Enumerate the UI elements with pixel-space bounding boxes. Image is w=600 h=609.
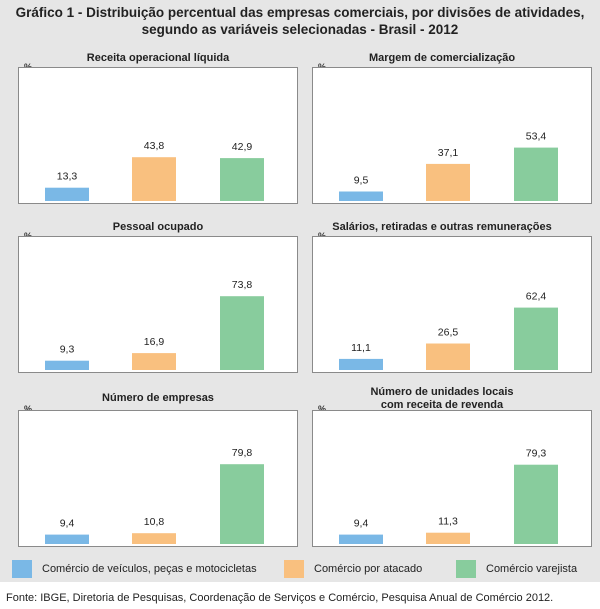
- bar-chart-svg: 9,3 16,9 73,8: [45, 279, 264, 370]
- bar-value-label-varejo: 73,8: [232, 279, 253, 291]
- legend-item-atacado: Comércio por atacado: [284, 556, 422, 582]
- bar-varejo: [220, 464, 264, 544]
- panel-title-receita: Receita operacional líquida: [86, 52, 230, 64]
- bar-atacado: [426, 532, 470, 544]
- bar-value-label-varejo: 79,3: [526, 448, 547, 460]
- bar-atacado: [132, 353, 176, 370]
- figure-title-line2: segundo as variáveis selecionadas - Bras…: [141, 22, 459, 37]
- bar-value-label-atacado: 43,8: [144, 140, 165, 152]
- bar-atacado: [132, 157, 176, 201]
- bar-value-label-varejo: 42,9: [232, 141, 253, 153]
- bar-atacado: [426, 343, 470, 370]
- bar-veiculos: [45, 360, 89, 370]
- bar-value-label-atacado: 37,1: [438, 147, 459, 159]
- bar-value-label-veiculos: 9,5: [354, 175, 369, 187]
- panel-title-salarios: Salários, retiradas e outras remuneraçõe…: [332, 221, 552, 233]
- legend-item-varejo: Comércio varejista: [456, 556, 577, 582]
- bar-varejo: [514, 147, 558, 201]
- bar-varejo: [220, 296, 264, 370]
- figure-background: Gráfico 1 - Distribuição percentual das …: [0, 0, 600, 582]
- bar-varejo: [220, 158, 264, 201]
- bar-chart-svg: 9,4 10,8 79,8: [45, 447, 264, 544]
- chart-panel-receita: 13,3 43,8 42,9: [18, 67, 298, 204]
- panel-title-unidades-line1: Número de unidades locais: [370, 386, 514, 398]
- bar-chart-svg: 11,1 26,5 62,4: [339, 291, 558, 370]
- bar-value-label-atacado: 10,8: [144, 516, 165, 528]
- chart-panel-empresas: 9,4 10,8 79,8: [18, 410, 298, 547]
- chart-panel-pessoal: 9,3 16,9 73,8: [18, 236, 298, 373]
- bar-value-label-veiculos: 9,4: [354, 518, 369, 530]
- figure-title: Gráfico 1 - Distribuição percentual das …: [6, 4, 594, 38]
- legend: Comércio de veículos, peças e motociclet…: [0, 556, 600, 582]
- bar-veiculos: [339, 191, 383, 201]
- panel-title-unidades: Número de unidades locais com receita de…: [302, 386, 582, 412]
- bar-atacado: [426, 163, 470, 201]
- bar-value-label-veiculos: 9,4: [60, 518, 75, 530]
- bar-veiculos: [45, 534, 89, 544]
- legend-label-veiculos: Comércio de veículos, peças e motociclet…: [42, 563, 257, 575]
- bar-value-label-varejo: 62,4: [526, 291, 547, 303]
- chart-panel-margem: 9,5 37,1 53,4: [312, 67, 592, 204]
- bar-value-label-atacado: 26,5: [438, 327, 459, 339]
- bar-varejo: [514, 464, 558, 544]
- legend-swatch-varejo: [456, 560, 476, 578]
- bar-value-label-veiculos: 9,3: [60, 344, 75, 356]
- legend-swatch-veiculos: [12, 560, 32, 578]
- unit-label: %: [24, 404, 33, 414]
- panel-title-unidades-line2: com receita de revenda: [380, 399, 504, 411]
- bar-value-label-atacado: 11,3: [438, 516, 458, 528]
- bar-atacado: [132, 533, 176, 544]
- bar-veiculos: [339, 534, 383, 544]
- chart-panel-unidades: 9,4 11,3 79,3: [312, 410, 592, 547]
- panel-title-margem: Margem de comercialização: [368, 52, 516, 64]
- bar-chart-svg: 9,5 37,1 53,4: [339, 131, 558, 201]
- legend-label-atacado: Comércio por atacado: [314, 563, 423, 575]
- chart-panel-salarios: 11,1 26,5 62,4: [312, 236, 592, 373]
- figure-title-line1: Gráfico 1 - Distribuição percentual das …: [15, 5, 585, 20]
- panel-title-pessoal: Pessoal ocupado: [112, 221, 204, 233]
- bar-chart-svg: 13,3 43,8 42,9: [45, 140, 264, 201]
- source-note: Fonte: IBGE, Diretoria de Pesquisas, Coo…: [6, 592, 554, 604]
- bar-value-label-varejo: 53,4: [526, 131, 547, 143]
- legend-swatch-atacado: [284, 560, 304, 578]
- panel-title-empresas: Número de empresas: [102, 392, 214, 404]
- bar-value-label-veiculos: 13,3: [57, 171, 78, 183]
- bar-value-label-varejo: 79,8: [232, 447, 253, 459]
- bar-veiculos: [339, 358, 383, 370]
- bar-chart-svg: 9,4 11,3 79,3: [339, 448, 558, 544]
- bar-varejo: [514, 307, 558, 370]
- bar-value-label-veiculos: 11,1: [351, 342, 371, 354]
- legend-item-veiculos: Comércio de veículos, peças e motociclet…: [12, 556, 257, 582]
- bar-value-label-atacado: 16,9: [144, 336, 165, 348]
- bar-veiculos: [45, 187, 89, 201]
- unit-label: %: [318, 404, 327, 414]
- legend-label-varejo: Comércio varejista: [486, 563, 578, 575]
